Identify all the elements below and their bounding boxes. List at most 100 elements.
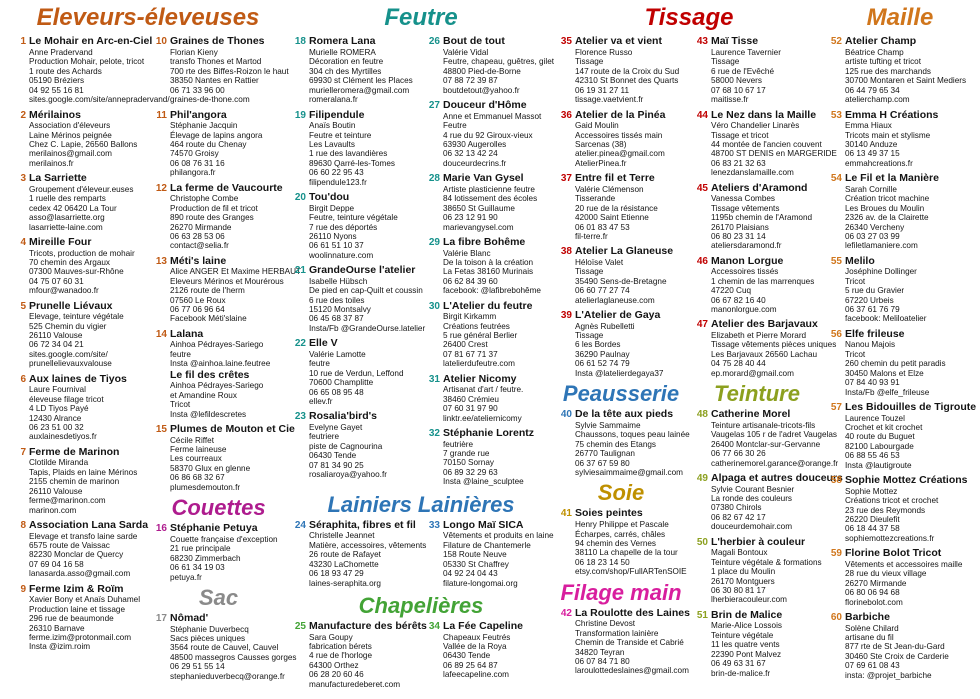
directory-column: 35 Atelier va et vient Florence Russo Tis… (558, 35, 690, 682)
entry-name: La Roulotte des Laines (575, 606, 690, 619)
entry-lines: Ainhoa Pédrayes-Sariego feutre Insta @ainh… (170, 340, 284, 419)
entry-detail-line: 06 30 80 81 17 (711, 585, 766, 595)
entry-detail-line: Véro Chandelier Linarès (711, 121, 800, 131)
entry-detail-line: 06 44 79 65 34 (845, 85, 900, 95)
entry-detail-line: ellev.fr (309, 397, 333, 407)
entry-detail-line: 06 63 28 53 06 (170, 231, 225, 241)
category-header-tissage: Tissage (644, 4, 734, 31)
entry-name: Catherine Morel (711, 408, 791, 421)
entry-detail-line: 64300 Orthez (309, 660, 359, 670)
entry-lines: Valérie Lamotte feutre 10 rue de Verdun, L… (309, 350, 416, 407)
directory-entry: 41 Soies peintes Henry Philippe et Pasca… (558, 507, 687, 576)
entry-detail-line: Insta @latelierdegaya37 (575, 368, 664, 378)
section-header-lainiers-lainieres: Lainiers Lainières (327, 491, 515, 517)
entry-detail-line: Laurence Tavernier (711, 47, 781, 57)
entry-detail-line: 38350 Nantes en Rattier (170, 76, 259, 86)
entry-detail-line: 304 ch des Myrtilles (309, 66, 382, 76)
entry-detail-line: graines-de-thone.com (170, 95, 250, 105)
entry-detail-line: 07 60 31 97 90 (443, 404, 498, 414)
entry-number: 27 (428, 100, 440, 112)
entry-detail-line: Sarcenas (38) (575, 139, 627, 149)
entry-detail-line: 06 77 66 30 26 (711, 449, 766, 459)
entry-detail-line: 40 route du Buguet (845, 432, 915, 442)
entry-name: La Fée Capeline (443, 620, 523, 633)
entry-detail-line: douceurdecrins.fr (443, 158, 507, 168)
entry-name: Manufacture des bérêts (309, 620, 427, 633)
entry-detail-line: lafeecapeline.com (443, 670, 509, 680)
directory-entry: 15 Plumes de Mouton et Cie Cécile Riffet… (153, 423, 295, 493)
entry-name: Sophie Mottez Créations (845, 474, 968, 487)
entry-detail-line: Insta/Fb @elfe_frileuse (845, 387, 930, 397)
directory-column: 1 Le Mohair en Arc-en-Ciel Anne Praderva… (12, 35, 169, 685)
section-header-chapelieres: Chapelières (358, 592, 484, 618)
directory-column: 18 Romera Lana Murielle ROMERA Décoration… (292, 35, 425, 490)
directory-entry: 17 Nômad' Stéphanie Duverbecq Sacs pièces… (153, 612, 297, 681)
entry-name: Lalana (170, 327, 204, 340)
entry-detail-line: 06 89 32 29 63 (443, 467, 498, 477)
entry-number: 43 (696, 36, 708, 48)
entry-number: 46 (696, 255, 708, 267)
entry-number: 31 (428, 373, 440, 385)
entry-lines: Birgit Deppe Feutre, teinture végétale 7 r… (309, 204, 416, 261)
entry-detail-line: 28 rue du vieux village (845, 569, 927, 579)
entry-detail-line: 12430 Alrance (29, 413, 82, 423)
section-header-peausserie: Peausserie (562, 381, 680, 407)
entry-detail-line: lherbieracouleur.com (711, 595, 788, 605)
entry-detail-line: 06 23 51 00 32 (29, 423, 84, 433)
entry-name: Le Mohair en Arc-en-Ciel (29, 35, 153, 48)
entry-detail-line: Les courreaux (170, 454, 222, 464)
entry-detail-line: 3564 route de Cauvel, Cauvel (170, 643, 279, 653)
entry-detail-line: murielleromera@gmail.com (309, 85, 410, 95)
entry-detail-line: 6575 route de Vaissac (29, 541, 110, 551)
entry-detail-line: 34820 Teyran (575, 647, 625, 657)
entry-detail-line: Elizabeth et Pierre Morard (711, 331, 807, 341)
entry-name: Manon Lorgue (711, 254, 784, 267)
entry-detail-line: ep.morard@gmail.com (711, 368, 794, 378)
entry-number: 32 (428, 428, 440, 440)
section-header-filage-main: Filage main (560, 579, 682, 605)
category-group-maille: Maille 52 Atelier Champ Béatrice Champ ar… (828, 4, 976, 693)
entry-name: Graines de Thones (170, 35, 265, 48)
entry-detail-line: 07 88 72 39 87 (443, 76, 498, 86)
entry-lines: Elevage, teinture végétale 525 Chemin du … (29, 312, 143, 369)
directory-entry: 56 Elfe frileuse Nanou Majois Tricot 260 c… (828, 328, 972, 397)
entry-detail-line: catherinemorel.garance@orange.fr (711, 458, 839, 468)
entry-name: Atelier Champ (845, 35, 917, 48)
entry-lines: Cécile Riffet Ferme laineuse Les courreaux… (170, 436, 284, 493)
entry-detail-line: 06 49 63 31 67 (711, 659, 766, 669)
directory-entry: 49 Alpaga et autres douceurs Sylvie Cour… (694, 472, 843, 532)
entry-detail-line: 26 route de Rafayet (309, 550, 381, 560)
entry-detail-line: piste de Cagnourina (309, 441, 383, 451)
entry-lines: Isabelle Hübsch De pied en cap-Quilt et c… (309, 277, 425, 334)
entry-detail-line: Emma Hiaux (845, 121, 892, 131)
entry-detail-line: 04 75 07 60 31 (29, 276, 84, 286)
entry-detail-line: 06 01 83 47 53 (575, 222, 630, 232)
entry-detail-line: 06430 Tende (309, 451, 357, 461)
entry-detail-line: 07380 Chirols (711, 503, 762, 513)
entry-detail-line: 5 rue général Berlier (443, 331, 518, 341)
section-header-sac: Sac (198, 584, 239, 610)
entry-detail-line: merilainos@gmail.com (29, 149, 112, 159)
directory-entry: 38 Atelier La Glaneuse Héloïse Valet Tiss… (558, 245, 684, 305)
entry-lines: Anne et Emmanuel Massot Feutre 4 rue du 92… (443, 112, 550, 169)
entry-name: Mireille Four (29, 235, 92, 248)
entry-detail-line: 4 rue du 92 Giroux-vieux (443, 130, 533, 140)
entry-detail-line: sophiemottezcreations.fr (845, 533, 935, 543)
directory-entry: 13 Méti's laine Alice ANGER Et Maxime HE… (153, 255, 301, 324)
entry-lines: Valérie Blanc De la toison à la création L… (443, 249, 550, 296)
entry-detail-line: Béatrice Champ (845, 47, 904, 57)
entry-detail-line: ferme@marinon.com (29, 496, 106, 506)
entry-detail-line: Clotilde Miranda (29, 458, 89, 468)
directory-entry: 43 Maï Tisse Laurence Tavernier Tissage 6 … (694, 35, 820, 104)
entry-detail-line: 06 83 21 32 63 (711, 158, 766, 168)
directory-entry: 22 Elle V Valérie Lamotte feutre 10 rue de… (292, 337, 416, 406)
column-row: 18 Romera Lana Murielle ROMERA Décoration… (292, 35, 554, 490)
entry-detail-line: 464 route du Chenay (170, 139, 247, 149)
entry-detail-line: 06430 Tende (443, 651, 491, 661)
entry-lines: Vanessa Combes Tissage vêtements 1195b che… (711, 194, 820, 251)
entry-lines: Couette française d'exception 21 rue prin… (170, 535, 284, 582)
entry-detail-line: Insta @lautigroute (845, 460, 912, 470)
entry-detail-line: Sarah Cornille (845, 184, 897, 194)
directory-column: 34 La Fée Capeline Chapeaux Feutrés Vallé… (426, 620, 550, 693)
entry-number: 22 (294, 338, 306, 350)
